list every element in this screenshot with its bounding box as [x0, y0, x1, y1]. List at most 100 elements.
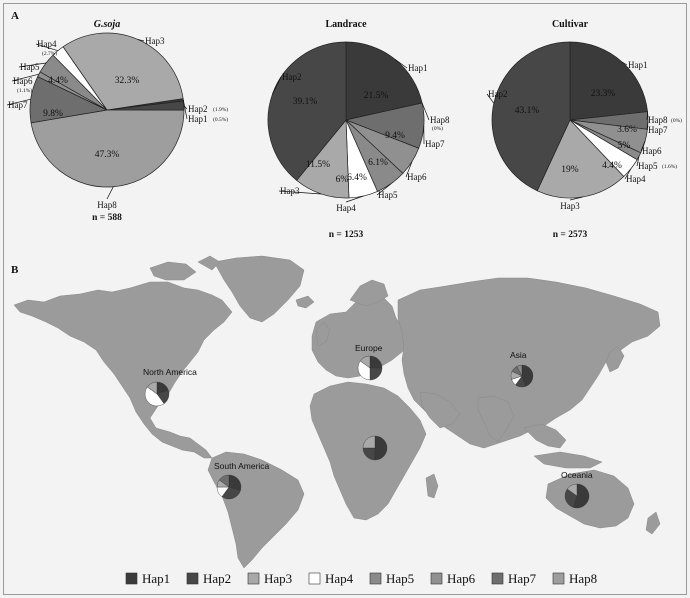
pie-label-hap8: Hap8 — [430, 115, 450, 125]
legend-label: Hap2 — [203, 571, 231, 586]
region-pie-slice-hap3 — [360, 355, 371, 369]
pie-pct-hap1: 23.3% — [591, 89, 616, 99]
region-label: Europe — [355, 343, 383, 353]
legend-item-hap4: Hap4 — [308, 571, 354, 586]
pie-pct-hap7: 3.6% — [617, 125, 637, 135]
pie-leader-hap6 — [11, 73, 39, 82]
panel-a-label: A — [11, 10, 19, 22]
pie-label-hap6: Hap6 — [642, 146, 662, 156]
legend-label: Hap3 — [264, 571, 292, 586]
panel-b-label: B — [11, 264, 19, 276]
pie-label-hap3: Hap3 — [280, 186, 300, 196]
landmass-north-america — [13, 281, 233, 459]
pie-label-hap3: Hap3 — [145, 36, 165, 46]
pie-note-hap6: (1.1%) — [17, 87, 32, 94]
pie-label-hap3: Hap3 — [560, 201, 580, 211]
pie-note-hap5: (1.6%) — [662, 163, 677, 170]
pie-pct-hap7: 9.8% — [43, 109, 63, 119]
pie-leader-hap8 — [106, 186, 114, 200]
pie-label-hap7: Hap7 — [648, 125, 668, 135]
pie-label-hap1: Hap1 — [188, 114, 208, 124]
pie-label-hap6: Hap6 — [13, 76, 33, 86]
region-pie-africa — [362, 435, 388, 461]
pie-leader-hap3 — [137, 38, 145, 42]
pie-pct-hap2: 43.1% — [515, 106, 540, 116]
landmass-indonesia — [533, 451, 603, 469]
pie-pct-hap4: 6% — [336, 175, 349, 185]
legend-swatch — [186, 572, 199, 585]
legend-swatch — [491, 572, 504, 585]
legend-item-hap6: Hap6 — [430, 571, 476, 586]
pie-pct-hap5: 4.4% — [48, 76, 68, 86]
legend-label: Hap1 — [142, 571, 170, 586]
landmass-arabia — [419, 391, 461, 429]
landmass-greenland — [213, 255, 305, 323]
pie-leader-hap1 — [182, 99, 188, 120]
pie-leader-hap6 — [405, 161, 413, 178]
region-pie-slice-hap1 — [573, 483, 590, 509]
region-pie-slice-hap7 — [219, 474, 230, 488]
pie-note-hap4: (2.7%) — [42, 50, 57, 57]
pie-leader-hap7 — [646, 120, 649, 131]
pie-label-hap8: Hap8 — [97, 200, 117, 210]
landmass-arctic-islands-2 — [197, 255, 221, 271]
pie-label-hap4: Hap4 — [626, 174, 646, 184]
pie-title: Landrace — [325, 19, 367, 30]
pie-leader-hap8 — [421, 102, 430, 121]
region-pie-slice-hap1 — [521, 364, 534, 387]
legend-item-hap2: Hap2 — [186, 571, 231, 586]
region-label: Oceania — [561, 470, 593, 480]
legend-item-hap7: Hap7 — [491, 571, 537, 586]
world-map — [13, 255, 661, 569]
pie-leader-hap6 — [640, 141, 646, 152]
pie-n-label: n = 2573 — [553, 230, 588, 240]
pie-label-hap4: Hap4 — [37, 39, 57, 49]
region-pie-slice-hap5 — [516, 364, 523, 377]
pie-label-hap1: Hap1 — [408, 63, 428, 73]
legend-label: Hap7 — [508, 571, 537, 586]
pie-label-hap2: Hap2 — [188, 104, 208, 114]
pie-label-hap4: Hap4 — [336, 203, 356, 213]
pie-pct-hap6: 6.1% — [368, 158, 388, 168]
legend-item-hap8: Hap8 — [552, 571, 597, 586]
landmass-se-asia — [523, 423, 567, 449]
legend-item-hap5: Hap5 — [369, 571, 414, 586]
pie-label-hap5: Hap5 — [20, 62, 40, 72]
pie-label-hap2: Hap2 — [282, 72, 302, 82]
pie-leader-hap1 — [621, 61, 628, 66]
legend-swatch — [308, 572, 321, 585]
pie-pct-hap5: 6.4% — [347, 173, 367, 183]
pie-leader-hap5 — [376, 183, 392, 196]
pie-label-hap1: Hap1 — [628, 60, 648, 70]
pie-leader-hap4 — [624, 168, 632, 180]
pie-gsoja: G.soja n = 588 Hap1 (0.5%) Hap2 (1.9%) Hap8 4… — [6, 19, 228, 223]
pie-leader-hap1 — [394, 58, 408, 69]
region-pie-slice-hap1 — [374, 435, 388, 461]
legend-label: Hap6 — [447, 571, 476, 586]
pie-pct-hap7: 9.4% — [385, 131, 405, 141]
legend-swatch — [125, 572, 138, 585]
pie-label-hap8: Hap8 — [648, 115, 668, 125]
pie-leader-hap3 — [278, 190, 322, 195]
pie-leader-hap7 — [6, 98, 31, 106]
legend: Hap1 Hap2 Hap3 Hap4 Hap5 Hap6 Hap7 Hap8 — [125, 571, 597, 586]
pie-slices — [491, 41, 649, 199]
legend-item-hap1: Hap1 — [125, 571, 170, 586]
pie-pct-hap3: 11.5% — [306, 160, 330, 170]
landmass-iceland — [295, 295, 315, 309]
region-label: South America — [214, 461, 270, 471]
pie-label-hap5: Hap5 — [378, 190, 398, 200]
pie-n-label: n = 588 — [92, 213, 122, 223]
pie-pct-hap3: 19% — [561, 165, 579, 175]
landmass-scandinavia — [349, 279, 389, 307]
pie-note-hap8: (0%) — [432, 125, 443, 132]
pie-title: G.soja — [94, 19, 120, 30]
pie-leader-hap4 — [35, 43, 59, 52]
pie-slices — [267, 41, 425, 199]
pie-landrace: Landrace n = 1253 Hap1 21.5% Hap8(0%) Hap7 9… — [267, 19, 450, 240]
pie-slice-hap2 — [491, 41, 571, 192]
legend-label: Hap4 — [325, 571, 354, 586]
pie-pct-hap4: 4.4% — [602, 161, 622, 171]
region-pie-slice-hap3 — [147, 381, 158, 395]
